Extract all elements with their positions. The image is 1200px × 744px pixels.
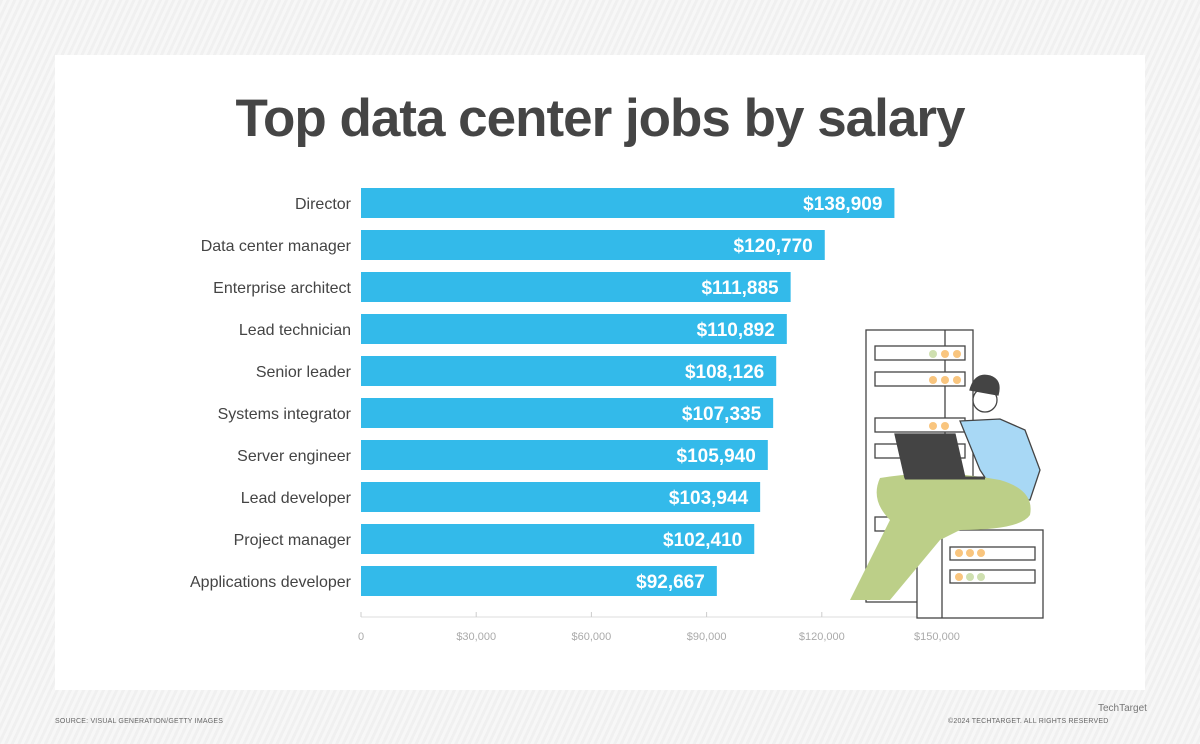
bar (361, 482, 761, 512)
category-label: Data center manager (201, 238, 352, 255)
copyright-note: ©2024 TECHTARGET. ALL RIGHTS RESERVED (948, 718, 1109, 725)
category-label: Systems integrator (218, 406, 352, 423)
category-label: Project manager (234, 532, 352, 549)
bar (361, 398, 774, 428)
bar (361, 356, 777, 386)
x-tick-label: $30,000 (456, 631, 496, 643)
bar-value-label: $120,770 (734, 236, 813, 257)
bar-value-label: $138,909 (803, 194, 882, 215)
bar (361, 272, 791, 302)
techtarget-logo: TechTarget (1098, 703, 1147, 714)
category-label: Enterprise architect (213, 280, 351, 297)
bar-value-label: $107,335 (682, 404, 762, 425)
bar (361, 440, 768, 470)
category-label: Applications developer (190, 574, 352, 591)
source-note: SOURCE: VISUAL GENERATION/GETTY IMAGES (55, 718, 224, 725)
bar-value-label: $102,410 (663, 530, 742, 551)
category-label: Senior leader (256, 364, 352, 381)
bar (361, 188, 895, 218)
x-tick-label: 0 (358, 631, 364, 643)
x-tick-label: $150,000 (914, 631, 960, 643)
bar (361, 230, 825, 260)
bar (361, 314, 787, 344)
bar-value-label: $103,944 (669, 488, 749, 509)
bar-value-label: $92,667 (636, 572, 705, 593)
category-label: Server engineer (237, 448, 352, 465)
status-lights (929, 350, 985, 581)
bar (361, 566, 717, 596)
bar (361, 524, 755, 554)
x-tick-label: $120,000 (799, 631, 845, 643)
category-label: Lead technician (239, 322, 351, 339)
x-tick-label: $90,000 (687, 631, 727, 643)
category-label: Director (295, 196, 352, 213)
bar-value-label: $111,885 (701, 278, 779, 299)
bar-value-label: $110,892 (697, 320, 775, 341)
chart-title: Top data center jobs by salary (235, 89, 966, 148)
bar-value-label: $108,126 (685, 362, 764, 383)
category-label: Lead developer (241, 490, 352, 507)
x-tick-label: $60,000 (572, 631, 612, 643)
illustration-person-on-server (850, 329, 1044, 619)
bar-value-label: $105,940 (677, 446, 756, 467)
